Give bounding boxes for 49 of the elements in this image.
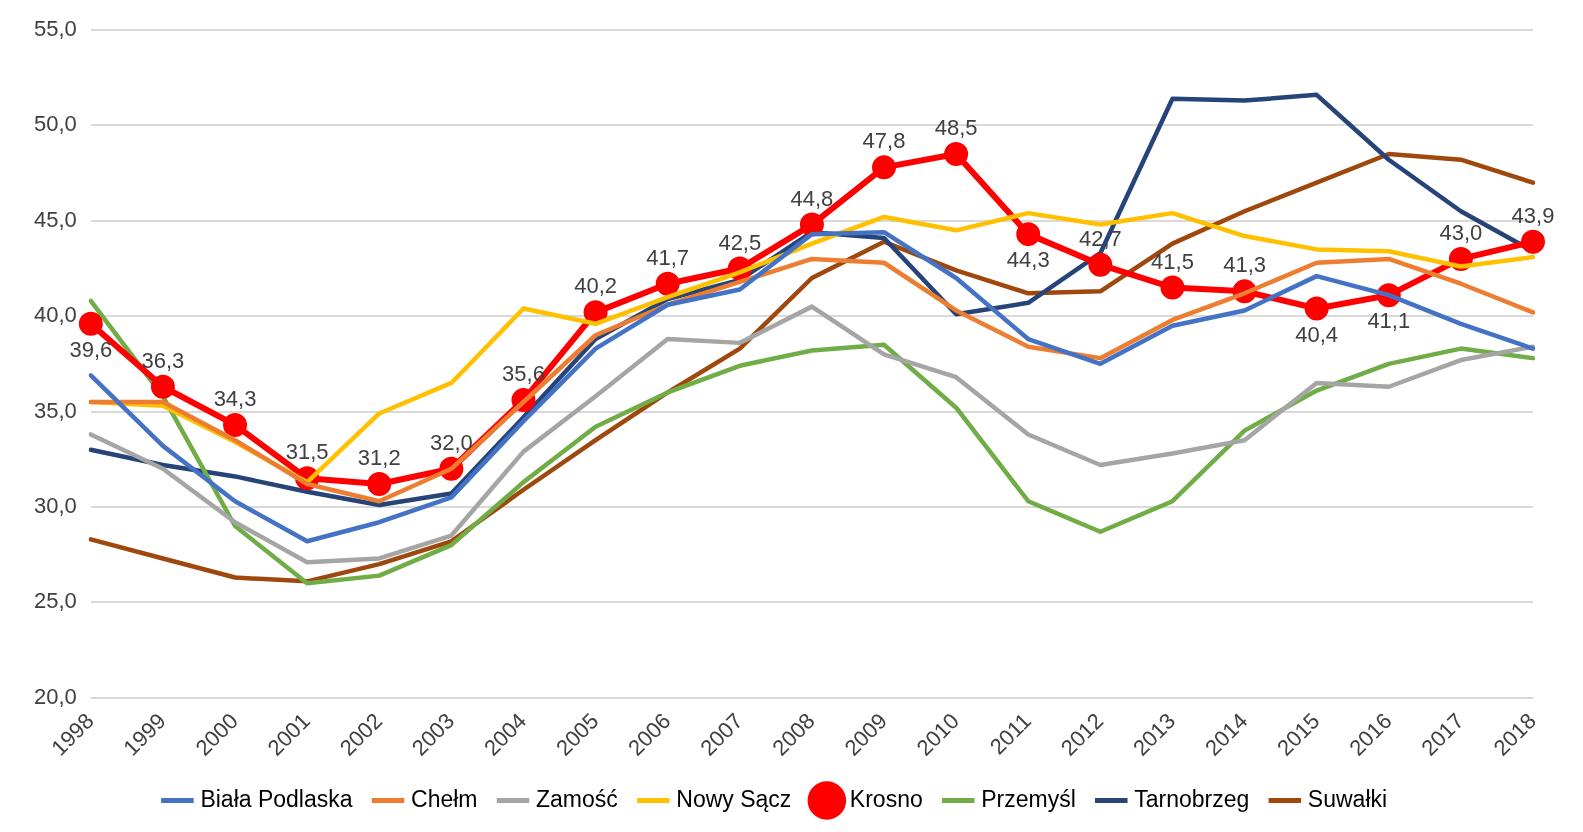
data-label: 48,5 [934, 115, 978, 141]
data-label: 43,0 [1439, 220, 1483, 245]
legend-label: Chełm [411, 785, 478, 812]
point [1521, 229, 1545, 254]
y-tick-label: 30,0 [33, 493, 77, 519]
data-label: 41,5 [1151, 248, 1194, 274]
data-label: 41,7 [646, 244, 690, 270]
legend-label: Krosno [849, 785, 923, 812]
data-label: 31,5 [285, 439, 329, 465]
legend-label: Biała Podlaska [200, 785, 353, 812]
y-tick-label: 35,0 [33, 397, 77, 423]
point [150, 374, 175, 399]
data-label: 34,3 [213, 385, 257, 411]
y-tick-label: 20,0 [33, 683, 77, 709]
data-label: 39,6 [69, 336, 113, 362]
legend-label: Nowy Sącz [676, 785, 792, 812]
data-label: 40,4 [1295, 321, 1339, 347]
y-tick-label: 40,0 [33, 302, 77, 328]
legend-label: Zamość [536, 785, 618, 812]
point [872, 155, 897, 180]
data-label: 36,3 [141, 347, 185, 373]
y-tick-label: 25,0 [33, 588, 77, 614]
point [799, 212, 824, 237]
legend-label: Przemyśl [981, 785, 1076, 812]
point [655, 271, 680, 296]
data-label: 40,2 [574, 273, 617, 299]
data-label: 32,0 [429, 429, 473, 455]
y-tick-label: 55,0 [33, 16, 77, 42]
point [1160, 275, 1185, 300]
data-label: 44,3 [1006, 247, 1050, 273]
data-label: 41,1 [1367, 308, 1411, 334]
point [78, 311, 103, 336]
point [223, 412, 248, 437]
legend-label: Tarnobrzeg [1134, 785, 1250, 812]
data-label: 43,9 [1511, 202, 1555, 228]
data-label: 44,8 [790, 185, 834, 211]
point [944, 142, 969, 167]
data-label: 35,6 [502, 361, 545, 387]
legend-label: Suwałki [1307, 785, 1388, 812]
data-label: 47,8 [862, 128, 906, 154]
point [1304, 296, 1329, 321]
point [367, 472, 392, 497]
data-label: 41,3 [1223, 252, 1266, 278]
y-tick-label: 45,0 [33, 206, 77, 232]
y-tick-label: 50,0 [33, 111, 77, 137]
point [1016, 222, 1041, 247]
data-label: 42,5 [718, 229, 762, 255]
data-label: 31,2 [357, 445, 401, 471]
point [1088, 252, 1113, 277]
